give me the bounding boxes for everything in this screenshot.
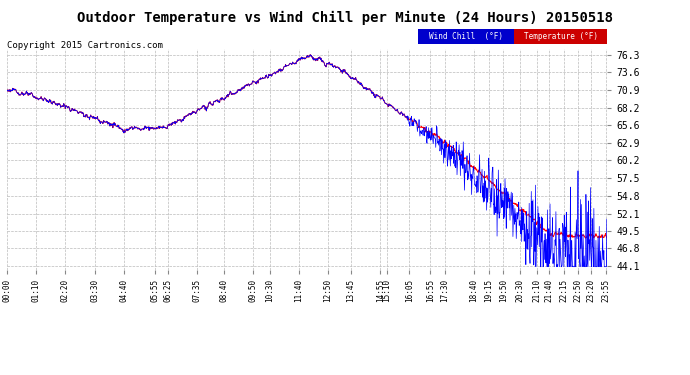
FancyBboxPatch shape xyxy=(418,29,514,44)
Text: Wind Chill  (°F): Wind Chill (°F) xyxy=(429,32,503,41)
Text: Temperature (°F): Temperature (°F) xyxy=(524,32,598,41)
Text: Copyright 2015 Cartronics.com: Copyright 2015 Cartronics.com xyxy=(7,41,163,50)
FancyBboxPatch shape xyxy=(514,29,607,44)
Text: Outdoor Temperature vs Wind Chill per Minute (24 Hours) 20150518: Outdoor Temperature vs Wind Chill per Mi… xyxy=(77,11,613,26)
